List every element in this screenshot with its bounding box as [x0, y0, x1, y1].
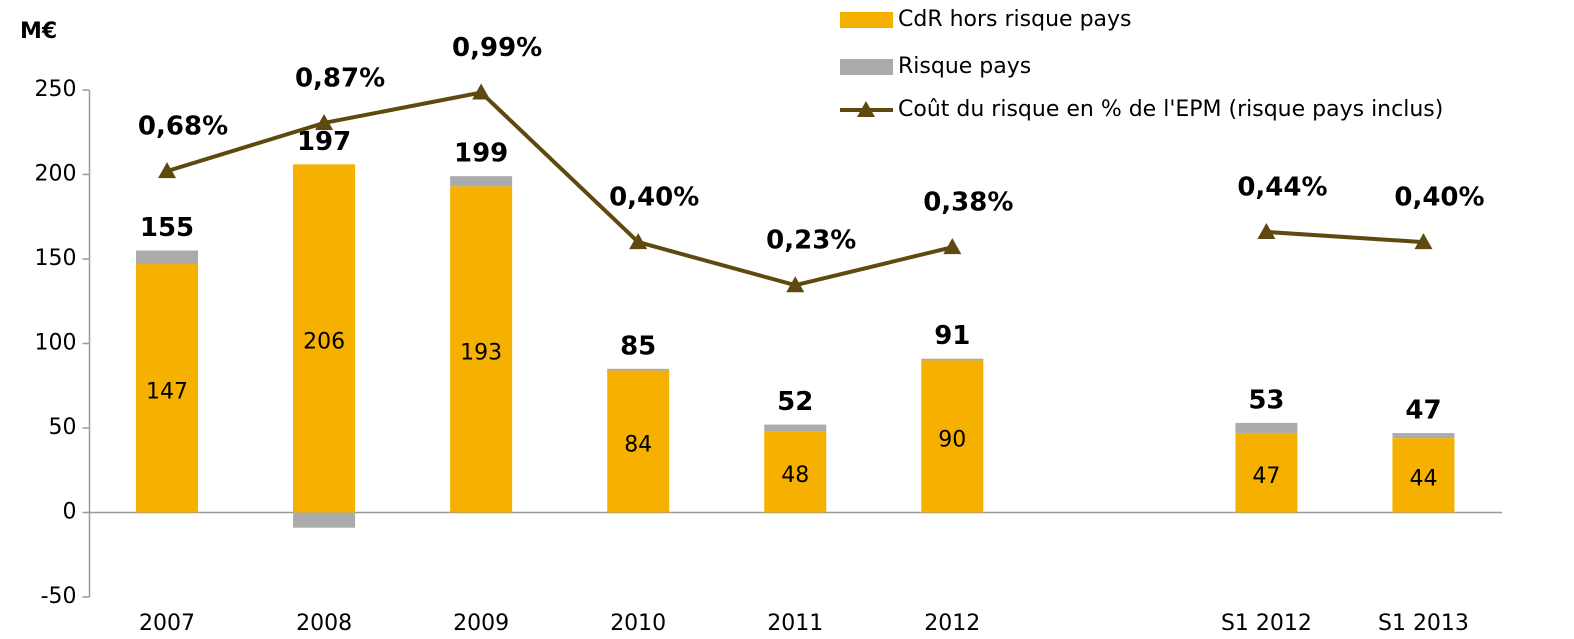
total-label: 91 — [934, 321, 970, 351]
bar-value-label: 48 — [781, 463, 809, 488]
line-marker — [315, 113, 334, 130]
total-label: 52 — [777, 387, 813, 417]
line-marker — [786, 276, 805, 293]
line — [166, 90, 953, 288]
legend-label: Risque pays — [898, 54, 1031, 79]
x-tick-label: S1 2012 — [1221, 611, 1312, 636]
x-tick-label: 2008 — [296, 611, 352, 636]
line-value-label: 0,40% — [609, 183, 699, 213]
bar — [293, 164, 356, 513]
x-tick-label: 2007 — [139, 611, 195, 636]
y-tick-label: 50 — [49, 415, 77, 440]
line-value-label: 0,23% — [766, 226, 856, 256]
bar-value-label: 47 — [1252, 464, 1280, 489]
bar-value-label: 147 — [146, 379, 188, 404]
y-tick-label: 150 — [35, 246, 77, 271]
total-label: 199 — [454, 139, 508, 169]
bar — [1392, 438, 1455, 513]
line-marker — [1257, 222, 1276, 239]
x-tick-label: 2012 — [924, 611, 980, 636]
line-marker — [629, 233, 648, 250]
total-label: 197 — [297, 127, 351, 157]
line — [1266, 229, 1424, 245]
bar — [293, 512, 356, 528]
bar — [1235, 422, 1298, 434]
legend-swatch — [840, 12, 893, 28]
bar-value-label: 206 — [303, 329, 345, 354]
bar-value-label: 84 — [624, 433, 652, 458]
legend-swatch — [840, 59, 893, 75]
y-tick-label: -50 — [41, 584, 77, 609]
legend-label: CdR hors risque pays — [898, 7, 1132, 32]
y-tick-label: 0 — [63, 500, 77, 525]
x-tick-label: 2009 — [453, 611, 509, 636]
unit-label: M€ — [20, 19, 57, 44]
line-value-label: 0,68% — [138, 112, 228, 142]
line-value-label: 0,87% — [295, 63, 385, 93]
bar — [450, 186, 513, 513]
total-label: 85 — [620, 331, 656, 361]
bar — [136, 264, 199, 513]
total-label: 47 — [1405, 396, 1441, 426]
bar — [1235, 433, 1298, 513]
bar-value-label: 193 — [460, 340, 502, 365]
x-tick-label: S1 2013 — [1378, 611, 1469, 636]
line-marker — [1414, 233, 1433, 250]
line-value-label: 0,99% — [452, 33, 542, 63]
total-label: 155 — [140, 213, 194, 243]
bar — [1392, 433, 1455, 439]
y-tick-label: 100 — [35, 331, 77, 356]
y-tick-label: 250 — [35, 77, 77, 102]
x-tick-label: 2010 — [610, 611, 666, 636]
bar — [921, 358, 984, 361]
bar — [764, 424, 827, 432]
line-value-label: 0,40% — [1394, 183, 1484, 213]
bar — [607, 368, 670, 371]
total-label: 53 — [1248, 385, 1284, 415]
line-marker — [472, 83, 491, 100]
bar — [764, 431, 827, 513]
legend-marker — [857, 101, 875, 117]
line-marker — [943, 238, 962, 255]
bar-value-label: 90 — [938, 427, 966, 452]
legend-label: Coût du risque en % de l'EPM (risque pay… — [898, 97, 1443, 122]
line-marker — [158, 162, 177, 179]
line-value-label: 0,44% — [1237, 172, 1327, 202]
bar — [607, 370, 670, 513]
bar — [136, 250, 199, 265]
y-tick-label: 200 — [35, 162, 77, 187]
bar-value-label: 44 — [1409, 466, 1437, 491]
bar — [921, 360, 984, 513]
x-tick-label: 2011 — [767, 611, 823, 636]
bar — [450, 176, 513, 187]
line-value-label: 0,38% — [923, 188, 1013, 218]
